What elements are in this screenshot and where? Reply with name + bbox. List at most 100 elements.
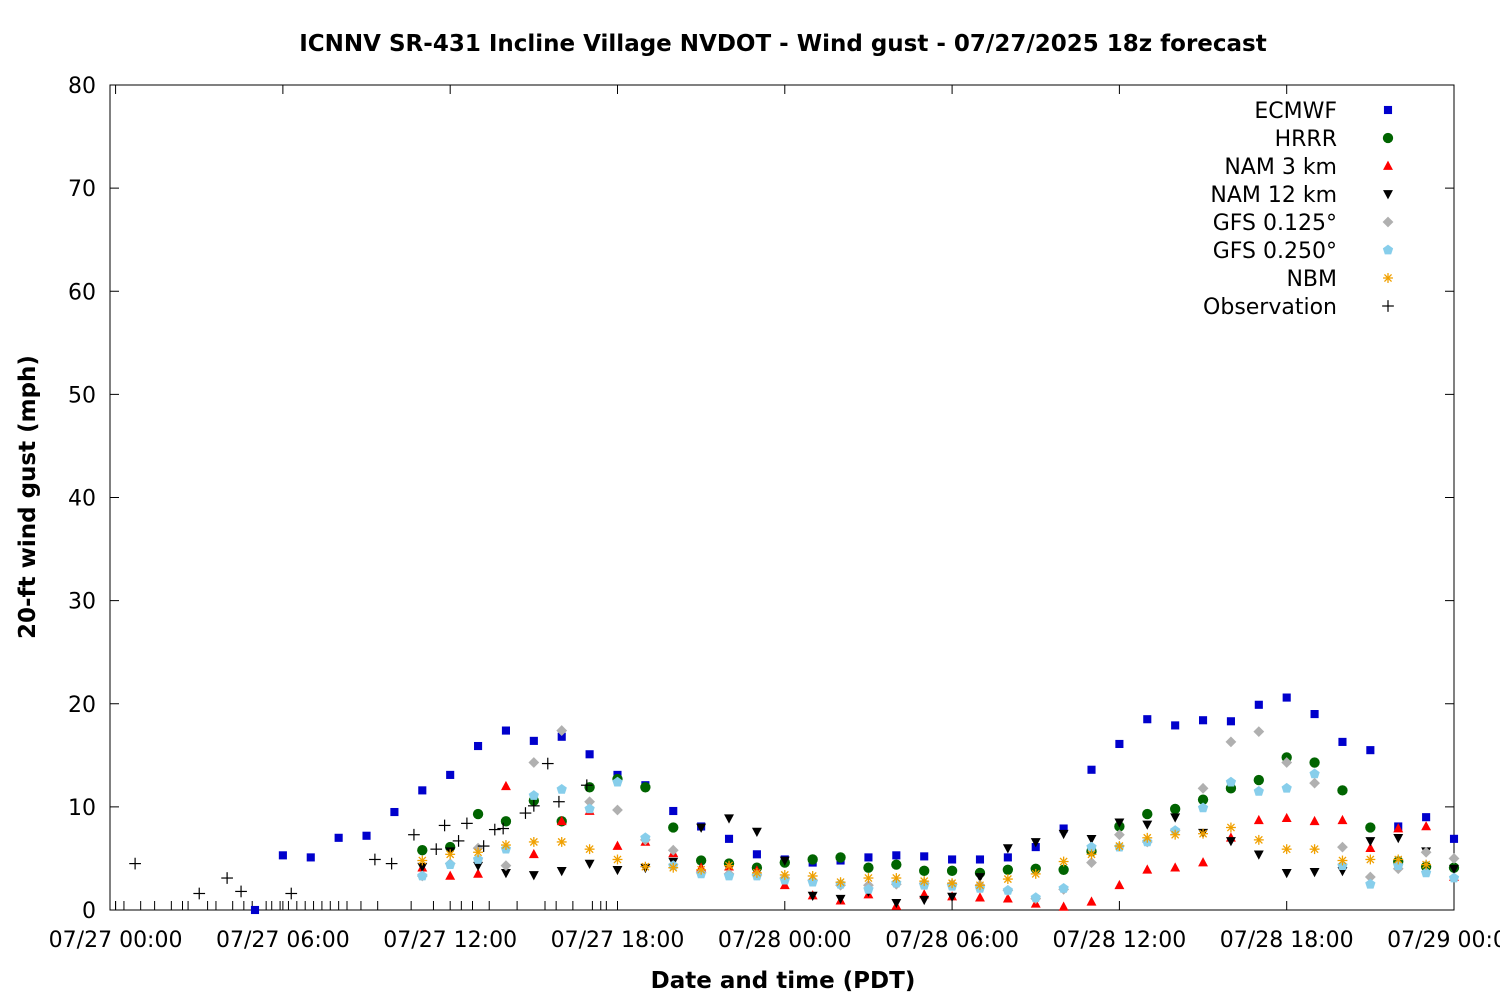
legend-marker (1382, 132, 1394, 144)
data-point (1281, 782, 1292, 793)
data-point (528, 790, 539, 800)
data-point (751, 827, 762, 838)
legend-marker (1383, 273, 1393, 283)
plot-frame (109, 84, 1455, 911)
data-point (1225, 776, 1237, 787)
legend-label: GFS 0.250° (1213, 239, 1337, 264)
data-point (724, 834, 734, 843)
data-point (1225, 736, 1237, 748)
data-point (835, 894, 846, 905)
data-point (1281, 844, 1292, 855)
data-point (1058, 829, 1069, 840)
data-point (390, 807, 399, 817)
data-point (1113, 829, 1125, 841)
x-axis: 07/27 00:00 07/27 06:00 07/27 12:00 07/27 1… (49, 85, 1500, 953)
data-point (1309, 777, 1320, 789)
data-point (1002, 864, 1014, 875)
series-ecmwf (250, 693, 1459, 915)
data-point (668, 862, 679, 873)
data-point (864, 853, 873, 862)
data-point (1002, 844, 1013, 854)
data-point (1114, 841, 1125, 852)
data-point (1197, 782, 1209, 794)
legend-label: NBM (1286, 267, 1337, 292)
x-tick-label: 07/28 18:00 (1220, 928, 1354, 953)
data-point (1058, 864, 1069, 875)
data-point (1365, 822, 1376, 833)
data-point (556, 783, 567, 794)
legend-marker (1383, 190, 1393, 200)
data-point (1309, 815, 1320, 826)
data-point (779, 869, 790, 880)
data-point (474, 741, 483, 751)
data-point (975, 880, 985, 891)
data-point (1198, 857, 1208, 867)
data-point (430, 843, 443, 856)
data-point (1337, 841, 1348, 853)
data-point (807, 854, 818, 865)
data-point (438, 819, 451, 832)
data-point (1420, 846, 1432, 858)
data-point (1253, 834, 1264, 845)
y-tick-label: 50 (68, 383, 96, 408)
data-point (1170, 829, 1181, 840)
data-point (417, 845, 428, 856)
data-point (1393, 854, 1404, 865)
data-point (584, 796, 596, 808)
data-point (418, 786, 427, 795)
data-point (975, 892, 985, 902)
data-point (1087, 765, 1096, 774)
data-point (584, 859, 595, 869)
data-point (1309, 868, 1320, 878)
data-point (947, 892, 958, 902)
data-point (696, 864, 707, 875)
series-gfs-0-250- (417, 768, 1460, 902)
data-point (446, 770, 455, 779)
data-point (584, 782, 595, 793)
y-tick-label: 80 (68, 74, 96, 99)
data-point (1281, 812, 1292, 823)
legend-label: ECMWF (1254, 99, 1337, 124)
data-point (1365, 842, 1376, 852)
data-point (501, 780, 511, 791)
y-tick-label: 70 (68, 177, 96, 202)
y-axis-label: 20-ft wind gust (mph) (15, 355, 41, 639)
data-point (1142, 832, 1153, 843)
data-point (612, 840, 623, 850)
data-point (1030, 838, 1041, 848)
data-point (1282, 693, 1291, 702)
data-point (1198, 828, 1208, 839)
data-point (948, 855, 957, 864)
data-point (473, 861, 484, 872)
data-point (1058, 856, 1069, 867)
data-point (1448, 853, 1460, 864)
data-point (472, 808, 484, 820)
data-point (557, 732, 566, 741)
data-point (1086, 857, 1097, 868)
data-point (1254, 700, 1263, 709)
data-point (306, 853, 315, 862)
data-point (1338, 737, 1347, 746)
data-point (250, 905, 260, 915)
data-point (1449, 864, 1459, 875)
legend-label: GFS 0.125° (1213, 211, 1337, 236)
data-point (1309, 768, 1320, 779)
data-point (527, 799, 540, 812)
data-point (779, 856, 790, 866)
data-point (452, 835, 465, 847)
data-point (1365, 854, 1376, 865)
data-point (556, 836, 567, 847)
data-point (1002, 885, 1013, 895)
data-point (1170, 862, 1181, 872)
data-point (1281, 869, 1292, 879)
data-point (1058, 901, 1069, 911)
data-point (285, 887, 298, 900)
data-point (1115, 739, 1124, 749)
data-point (1365, 837, 1376, 847)
data-point (1421, 859, 1432, 870)
data-point (891, 873, 902, 883)
data-point (584, 803, 595, 814)
data-point (1253, 850, 1264, 860)
data-point (278, 851, 287, 860)
data-point (696, 823, 707, 833)
